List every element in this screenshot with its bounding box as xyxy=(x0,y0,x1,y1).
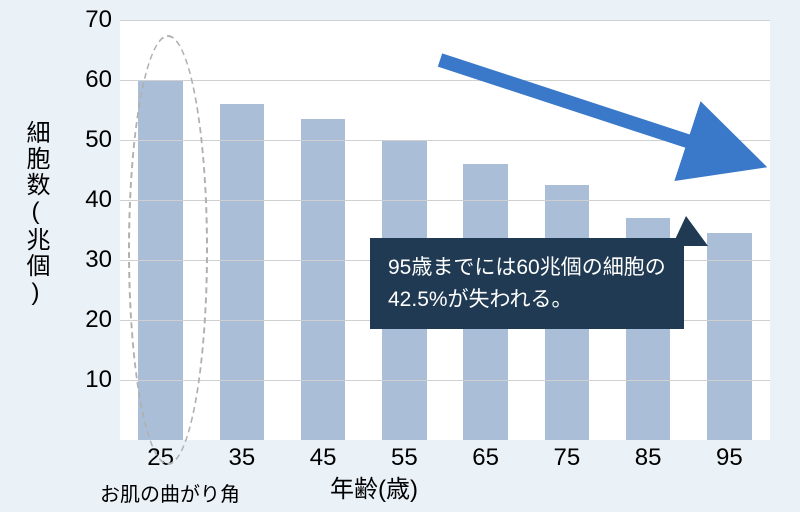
chart-container: 細胞数(兆個) 10203040506070 2535455565758595 … xyxy=(0,0,800,512)
callout-line-2: 42.5%が失われる。 xyxy=(388,284,666,316)
callout-line-1: 95歳までには60兆個の細胞の xyxy=(388,252,666,284)
callout-tail xyxy=(672,216,708,246)
callout-box: 95歳までには60兆個の細胞の 42.5%が失われる。 xyxy=(370,238,684,329)
x-axis-label: 年齢(歳) xyxy=(330,469,418,504)
